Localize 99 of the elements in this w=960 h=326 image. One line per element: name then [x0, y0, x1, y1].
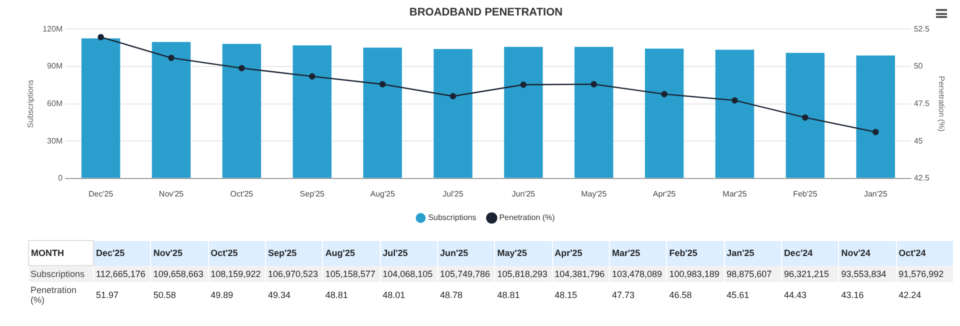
- series-label: Subscriptions: [28, 266, 94, 282]
- data-label: 98,875,607: [724, 266, 782, 282]
- data-label: 112,665,176: [94, 266, 151, 282]
- point: [308, 73, 316, 80]
- bar: [574, 46, 614, 178]
- point: [661, 90, 668, 98]
- bar: [81, 38, 120, 178]
- x-tick-label: Apr'25: [652, 189, 676, 198]
- data-label: 105,158,577: [322, 266, 380, 282]
- y-tick-label: 120M: [42, 24, 63, 34]
- x-tick-label: Sep'25: [300, 189, 326, 198]
- category-label: Aug'25: [322, 240, 380, 266]
- x-tick-label: May'25: [581, 189, 608, 198]
- bar: [434, 49, 472, 178]
- bar: [786, 52, 825, 178]
- data-label: 100,983,189: [666, 266, 724, 282]
- category-label: Mar'25: [609, 240, 667, 266]
- category-label: Jul'25: [380, 240, 438, 266]
- data-label: 42.24: [896, 282, 954, 308]
- bar: [222, 44, 262, 178]
- chart-title: BROADBAND PENETRATION: [409, 6, 563, 19]
- y-tick-label: 90M: [47, 62, 63, 71]
- bar: [715, 50, 754, 178]
- data-label: 49.34: [265, 282, 323, 308]
- data-label: 105,818,293: [494, 266, 552, 282]
- x-tick-label: Jan'25: [864, 189, 888, 198]
- data-label: 109,658,663: [150, 266, 208, 282]
- data-label: 104,381,796: [552, 266, 610, 282]
- data-label: 103,478,089: [609, 266, 667, 282]
- point: [98, 34, 104, 40]
- category-label: Dec'24: [781, 240, 839, 266]
- category-label: Oct'25: [208, 240, 266, 266]
- y2-tick-label: 47.5: [914, 99, 930, 108]
- x-tick-label: Oct'25: [230, 189, 254, 198]
- category-label: Apr'25: [552, 240, 610, 266]
- category-label: Jun'25: [437, 240, 495, 266]
- category-label: Sep'25: [265, 240, 323, 266]
- bar: [504, 46, 543, 178]
- point: [802, 114, 808, 121]
- point: [238, 64, 245, 72]
- data-label: 48.81: [494, 282, 552, 308]
- x-tick-label: Aug'25: [370, 189, 396, 198]
- bar: [292, 45, 332, 178]
- data-label: 91,576,992: [896, 266, 954, 282]
- data-label: 48.15: [552, 282, 610, 308]
- category-label: Feb'25: [666, 240, 724, 266]
- x-tick-label: Dec'25: [88, 189, 114, 198]
- data-label: 47.73: [609, 282, 667, 308]
- data-label: 48.01: [380, 282, 438, 308]
- data-label: 93,553,834: [838, 266, 896, 282]
- bar: [644, 48, 684, 178]
- data-label: 51.97: [94, 282, 151, 308]
- data-label: 105,749,786: [437, 266, 495, 282]
- point: [450, 93, 456, 100]
- y2-axis-title: Penetration (%): [936, 76, 946, 132]
- data-label: 49.89: [208, 282, 266, 308]
- data-label: 43.16: [838, 282, 896, 308]
- y2-tick-label: 45: [914, 136, 924, 146]
- data-label: 48.78: [437, 282, 495, 308]
- category-label: Nov'25: [150, 240, 208, 266]
- point: [872, 128, 879, 136]
- bar: [363, 48, 402, 178]
- point: [520, 82, 527, 88]
- data-label: 46.58: [666, 282, 724, 308]
- x-tick-label: Jun'25: [512, 189, 536, 198]
- x-tick-label: Mar'25: [722, 189, 748, 198]
- category-label: Nov'24: [838, 240, 896, 266]
- text: MONTH: [28, 240, 94, 266]
- data-label: 44.43: [781, 282, 839, 308]
- text: Penetration (%): [28, 282, 94, 308]
- data-label: 50.58: [150, 282, 208, 308]
- data-label: 96,321,215: [781, 266, 839, 282]
- category-label: Jan'25: [724, 240, 782, 266]
- point: [732, 97, 738, 104]
- data-label: 45.61: [724, 282, 782, 308]
- point: [168, 54, 174, 61]
- bar: [152, 42, 191, 178]
- point: [379, 81, 386, 88]
- x-tick-label: Feb'25: [793, 189, 818, 198]
- y-tick-label: 30M: [47, 136, 63, 146]
- data-label: 108,159,922: [208, 266, 266, 282]
- bar: [856, 55, 895, 178]
- x-tick-label: Nov'25: [158, 189, 184, 198]
- y-tick-label: 60M: [47, 99, 63, 108]
- y-tick-label: 0: [58, 174, 64, 183]
- y2-tick-label: 42.5: [914, 174, 930, 183]
- legend-label: Penetration (%): [499, 213, 556, 222]
- y2-tick-label: 50: [914, 62, 924, 71]
- legend-label: Subscriptions: [428, 213, 476, 222]
- y2-tick-label: 52.5: [914, 24, 930, 34]
- point: [590, 81, 598, 88]
- x-tick-label: Jul'25: [442, 189, 464, 198]
- y-axis-title: Subscriptions: [26, 80, 36, 128]
- category-label: Dec'25: [94, 240, 151, 266]
- category-label: Oct'24: [896, 240, 954, 266]
- data-label: 104,068,105: [380, 266, 438, 282]
- category-label: May'25: [494, 240, 552, 266]
- data-label: 106,970,523: [265, 266, 323, 282]
- data-label: 48.81: [322, 282, 380, 308]
